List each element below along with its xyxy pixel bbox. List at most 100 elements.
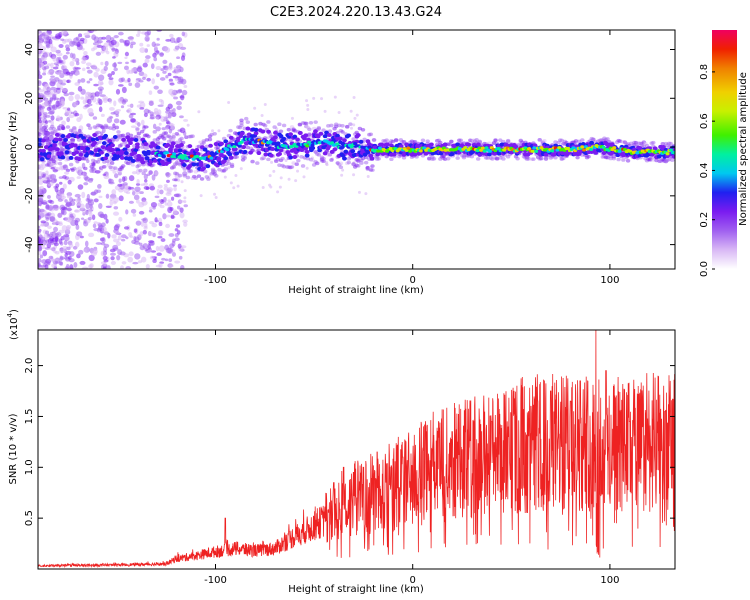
heatmap-core — [304, 153, 310, 158]
heatmap-speckle — [64, 199, 68, 203]
heatmap-y-tick-label: 0 — [24, 144, 35, 150]
heatmap-speckle — [103, 65, 108, 72]
heatmap-core — [253, 131, 259, 136]
heatmap-halo — [575, 155, 580, 160]
heatmap-halo — [127, 148, 132, 153]
heatmap-core — [54, 147, 60, 152]
heatmap-speckle — [162, 59, 168, 64]
heatmap-speckle — [38, 80, 42, 87]
heatmap-speckle — [67, 217, 73, 223]
heatmap-speckle — [100, 50, 105, 54]
heatmap-speckle — [65, 71, 71, 75]
heatmap-speckle — [38, 89, 45, 93]
heatmap-halo — [165, 172, 170, 176]
heatmap-core — [227, 152, 233, 157]
heatmap-core — [415, 144, 421, 149]
heatmap-speckle — [45, 170, 49, 176]
heatmap-speckle — [38, 225, 41, 229]
heatmap-speckle — [128, 113, 134, 119]
heatmap-core — [205, 164, 211, 169]
heatmap-core — [304, 149, 310, 154]
heatmap-core — [475, 142, 481, 147]
heatmap-core — [128, 156, 133, 161]
heatmap-speckle — [349, 109, 353, 113]
heatmap-speckle — [159, 52, 164, 58]
heatmap-core — [112, 134, 118, 139]
heatmap-speckle — [213, 192, 217, 196]
heatmap-ridge-cell — [330, 141, 335, 145]
heatmap-speckle — [55, 33, 62, 39]
heatmap-speckle — [115, 88, 121, 95]
heatmap-halo — [553, 155, 558, 160]
heatmap-speckle — [73, 37, 79, 44]
heatmap-halo — [277, 122, 282, 127]
heatmap-halo — [229, 162, 235, 167]
heatmap-speckle — [171, 178, 178, 182]
heatmap-speckle — [165, 75, 169, 79]
heatmap-speckle — [179, 207, 184, 213]
heatmap-halo — [212, 132, 217, 136]
heatmap-speckle — [103, 231, 110, 235]
heatmap-speckle — [166, 188, 172, 195]
heatmap-core — [198, 160, 204, 165]
heatmap-halo — [542, 138, 547, 143]
heatmap-speckle — [151, 41, 156, 48]
heatmap-halo — [611, 154, 617, 159]
heatmap-halo — [113, 166, 118, 170]
heatmap-speckle — [41, 200, 48, 206]
heatmap-speckle — [38, 40, 43, 46]
heatmap-core — [115, 148, 121, 153]
heatmap-halo — [92, 125, 97, 129]
heatmap-speckle — [160, 68, 165, 72]
heatmap-speckle — [128, 200, 134, 204]
heatmap-core — [134, 145, 140, 150]
heatmap-speckle — [77, 184, 84, 190]
heatmap-speckle — [106, 265, 111, 269]
heatmap-speckle — [83, 182, 89, 186]
heatmap-speckle — [40, 220, 46, 224]
heatmap-speckle — [105, 205, 112, 209]
heatmap-halo — [308, 121, 314, 125]
heatmap-core — [235, 136, 241, 141]
heatmap-halo — [501, 157, 506, 161]
heatmap-speckle — [47, 199, 53, 203]
heatmap-core — [43, 145, 49, 150]
heatmap-speckle — [312, 96, 316, 100]
heatmap-speckle — [155, 65, 162, 71]
heatmap-speckle — [272, 169, 276, 173]
heatmap-speckle — [38, 258, 42, 263]
heatmap-halo — [239, 121, 244, 125]
heatmap-core — [50, 146, 56, 151]
heatmap-speckle — [46, 261, 51, 266]
heatmap-speckle — [69, 52, 74, 59]
heatmap-halo — [300, 164, 306, 168]
heatmap-core — [313, 129, 318, 134]
heatmap-speckle — [75, 72, 81, 76]
snr-frame — [37, 329, 676, 570]
heatmap-speckle — [55, 183, 60, 188]
heatmap-speckle — [290, 116, 294, 120]
heatmap-speckle — [40, 236, 46, 242]
heatmap-halo — [670, 158, 675, 162]
heatmap-panel: -100 0 100 -40 -20 0 20 40 Height of straight l… — [8, 29, 676, 296]
heatmap-speckle — [179, 115, 184, 119]
heatmap-halo — [51, 126, 56, 131]
heatmap-speckle — [157, 235, 163, 239]
heatmap-core — [191, 162, 197, 167]
heatmap-halo — [625, 158, 631, 163]
heatmap-core — [179, 142, 184, 147]
heatmap-core — [248, 150, 253, 155]
heatmap-halo — [493, 138, 498, 143]
heatmap-core — [342, 156, 347, 161]
heatmap-ridge-cell — [475, 148, 480, 153]
heatmap-speckle — [66, 116, 71, 123]
heatmap-speckle — [86, 91, 92, 96]
heatmap-halo — [163, 131, 168, 135]
heatmap-halo — [177, 173, 183, 178]
heatmap-speckle — [94, 170, 101, 174]
heatmap-halo — [68, 128, 74, 133]
heatmap-halo — [155, 140, 161, 145]
heatmap-halo — [316, 153, 322, 157]
heatmap-ridge-cell — [310, 143, 315, 147]
heatmap-speckle — [234, 174, 238, 178]
